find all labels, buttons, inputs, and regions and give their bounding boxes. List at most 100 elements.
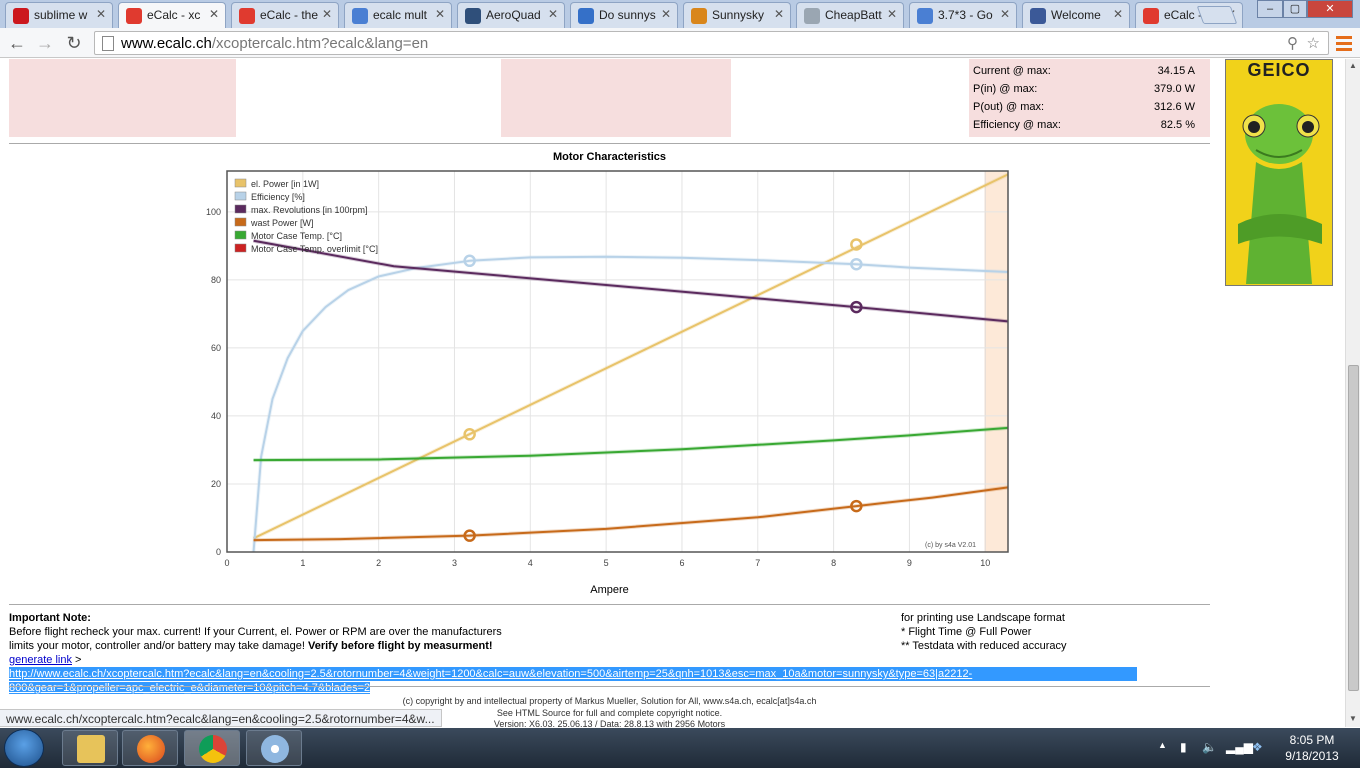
data-point (850, 238, 863, 251)
reload-icon[interactable]: ↻ (66, 33, 82, 53)
taskbar-firefox[interactable] (122, 730, 178, 766)
generated-url-line-2[interactable]: 800&gear=1&propeller=apc_electric_e&diam… (9, 682, 371, 694)
network-icon[interactable]: ▂▄▆ (1226, 740, 1253, 754)
result-label: P(in) @ max: (973, 83, 1038, 95)
tab-8[interactable]: 3.7*3 - Go ✕ (909, 2, 1017, 28)
x-tick-label: 2 (376, 558, 381, 568)
url-host: www.ecalc.ch (121, 35, 212, 52)
tab-1[interactable]: eCalc - xc ✕ (118, 2, 226, 29)
close-tab-icon[interactable]: ✕ (660, 7, 671, 21)
legend-swatch (234, 204, 247, 214)
tab-strip: sublime w ✕ eCalc - xc ✕ eCalc - the ✕ ecalc m… (0, 0, 1360, 29)
show-hidden-icons[interactable]: ▲ (1158, 740, 1167, 750)
legend-swatch (234, 217, 247, 227)
bookmark-star-icon[interactable]: ☆ (1306, 35, 1320, 52)
minimize-button[interactable]: – (1257, 0, 1283, 18)
address-url[interactable]: www.ecalc.ch/xcoptercalc.htm?ecalc&lang=… (121, 35, 428, 52)
search-icon[interactable]: ⚲ (1287, 35, 1298, 52)
important-note: Important Note: Before flight recheck yo… (9, 611, 889, 653)
paint-icon (261, 735, 289, 763)
ecalc-icon (239, 8, 255, 24)
forward-icon[interactable]: → (36, 33, 54, 53)
close-tab-icon[interactable]: ✕ (547, 7, 558, 21)
clock-date: 9/18/2013 (1285, 749, 1339, 763)
vertical-scrollbar[interactable]: ▲ ▼ (1345, 59, 1360, 727)
close-tab-icon[interactable]: ✕ (999, 7, 1010, 21)
close-tab-icon[interactable]: ✕ (886, 7, 897, 21)
x-tick-label: 3 (452, 558, 457, 568)
data-point (850, 300, 863, 314)
cart-icon (691, 8, 707, 24)
note-line-2: limits your motor, controller and/or bat… (9, 640, 305, 652)
volume-icon[interactable]: 🔈 (1202, 740, 1217, 754)
tab-0[interactable]: sublime w ✕ (5, 2, 113, 28)
battery-icon[interactable]: ▮ (1180, 740, 1187, 754)
legend-swatch (234, 230, 247, 240)
testdata-note: ** Testdata with reduced accuracy (901, 640, 1067, 652)
chrome-menu-icon[interactable] (1336, 33, 1352, 53)
legend-swatch (234, 178, 247, 188)
tab-4[interactable]: AeroQuad ✕ (457, 2, 565, 28)
close-tab-icon[interactable]: ✕ (95, 7, 106, 21)
status-bar-url: www.ecalc.ch/xcoptercalc.htm?ecalc&lang=… (0, 709, 442, 727)
close-tab-icon[interactable]: ✕ (434, 7, 445, 21)
legend-swatch (234, 191, 247, 201)
generate-link[interactable]: generate link (9, 654, 72, 666)
x-tick-label: 10 (980, 558, 990, 568)
url-path: /xcoptercalc.htm?ecalc&lang=en (211, 35, 429, 52)
start-button[interactable] (4, 729, 44, 767)
tab-9[interactable]: Welcome ✕ (1022, 2, 1130, 28)
maximize-button[interactable]: ▢ (1283, 0, 1307, 18)
tab-5[interactable]: Do sunnys ✕ (570, 2, 678, 28)
close-tab-icon[interactable]: ✕ (1112, 7, 1123, 21)
data-point (463, 254, 476, 268)
results-panel: Current @ max: 34.15 A P(in) @ max: 379.0 W… (969, 59, 1210, 137)
ecalc-icon (1143, 8, 1159, 24)
flight-time-note: * Flight Time @ Full Power (901, 626, 1032, 638)
geico-ad[interactable]: GEICO (1225, 59, 1333, 286)
generated-url-line-1[interactable]: http://www.ecalc.ch/xcoptercalc.htm?ecal… (9, 667, 1137, 681)
taskbar-explorer[interactable] (62, 730, 118, 766)
series-line (253, 426, 1009, 462)
data-point (850, 257, 863, 271)
footer-source: See HTML Source for full and complete co… (496, 708, 723, 718)
series-line (253, 239, 1009, 323)
series-line (253, 486, 1009, 542)
dropbox-icon[interactable]: ❖ (1252, 740, 1263, 754)
scroll-down-arrow-icon[interactable]: ▼ (1349, 714, 1357, 723)
y-tick-label: 20 (211, 479, 221, 489)
tab-2[interactable]: eCalc - the ✕ (231, 2, 339, 28)
link-separator: > (72, 654, 82, 666)
address-bar[interactable]: www.ecalc.ch/xcoptercalc.htm?ecalc&lang=… (94, 31, 1329, 55)
tab-3[interactable]: ecalc mult ✕ (344, 2, 452, 28)
divider (9, 686, 1210, 687)
legend-label: el. Power [in 1W] (251, 179, 319, 189)
print-notes: for printing use Landscape format * Flig… (901, 611, 1201, 653)
taskbar-chrome[interactable] (184, 730, 240, 766)
result-label: P(out) @ max: (973, 101, 1045, 113)
chart-credit: (c) by s4a V2.01 (925, 542, 976, 549)
ad-brand: GEICO (1247, 60, 1311, 80)
close-tab-icon[interactable]: ✕ (321, 7, 332, 21)
print-hint: for printing use Landscape format (901, 612, 1065, 624)
back-icon[interactable]: ← (8, 33, 26, 53)
x-axis-label: Ampere (590, 584, 629, 596)
series-line (253, 173, 1009, 540)
note-line-1: Before flight recheck your max. current!… (9, 626, 502, 638)
tab-7[interactable]: CheapBatt ✕ (796, 2, 904, 28)
close-window-button[interactable]: ✕ (1307, 0, 1353, 18)
new-tab-button[interactable] (1196, 6, 1238, 24)
tab-6[interactable]: Sunnysky ✕ (683, 2, 791, 28)
system-clock[interactable]: 8:05 PM 9/18/2013 (1270, 732, 1354, 764)
scroll-up-arrow-icon[interactable]: ▲ (1349, 61, 1357, 70)
close-tab-icon[interactable]: ✕ (773, 7, 784, 21)
x-tick-label: 7 (755, 558, 760, 568)
x-tick-label: 9 (907, 558, 912, 568)
gecko-mascot-icon (1238, 104, 1322, 284)
data-point (463, 428, 476, 441)
x-tick-label: 1 (300, 558, 305, 568)
close-tab-icon[interactable]: ✕ (208, 7, 219, 21)
limit-band (984, 170, 1009, 553)
scrollbar-thumb[interactable] (1348, 365, 1359, 691)
taskbar-paint[interactable] (246, 730, 302, 766)
